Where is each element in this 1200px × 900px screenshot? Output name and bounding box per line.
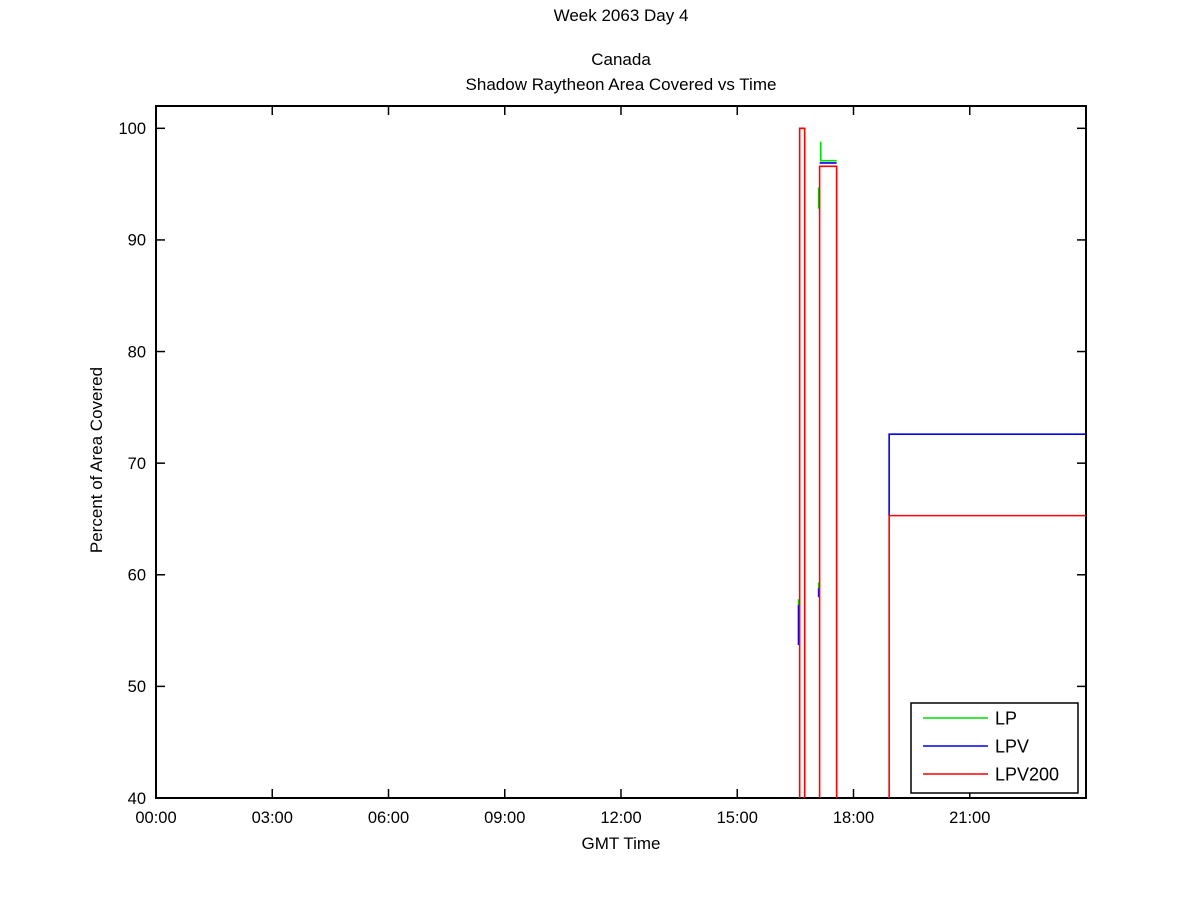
legend: LP LPV LPV200 xyxy=(910,702,1079,794)
series-LPV200-segment xyxy=(818,165,838,798)
y-tick-label: 100 xyxy=(118,120,146,138)
x-tick-label: 15:00 xyxy=(717,809,758,827)
y-tick-label: 40 xyxy=(128,790,146,808)
y-axis-label: Percent of Area Covered xyxy=(87,366,106,554)
legend-label-LPV: LPV xyxy=(995,736,1029,756)
x-tick-label: 06:00 xyxy=(368,809,409,827)
chart-title-line-2: Shadow Raytheon Area Covered vs Time xyxy=(465,75,777,94)
legend-label-LPV200: LPV200 xyxy=(995,764,1059,784)
axis-tick-labels: 00:00 03:00 06:00 09:00 12:00 15:00 18:00 21:00… xyxy=(118,120,990,827)
y-tick-label: 80 xyxy=(128,343,146,361)
series-LPV-segment xyxy=(888,433,1086,516)
series-LPV xyxy=(797,162,1086,646)
x-tick-label: 09:00 xyxy=(484,809,525,827)
y-tick-label: 90 xyxy=(128,232,146,250)
series-LP-segment xyxy=(819,141,837,162)
x-tick-label: 03:00 xyxy=(252,809,293,827)
x-axis-label: GMT Time xyxy=(581,834,661,853)
chart-suptitle: Week 2063 Day 4 xyxy=(553,6,689,25)
series-LPV200-segment xyxy=(888,514,1086,798)
y-tick-label: 50 xyxy=(128,678,146,696)
x-tick-label: 00:00 xyxy=(135,809,176,827)
y-tick-label: 70 xyxy=(128,455,146,473)
series-LPV200-segment xyxy=(798,127,806,798)
series-LP xyxy=(797,141,837,605)
x-tick-label: 21:00 xyxy=(949,809,990,827)
legend-label-LP: LP xyxy=(995,708,1017,728)
chart-title-line-1: Canada xyxy=(591,50,651,69)
axis-box xyxy=(155,105,1087,799)
y-tick-label: 60 xyxy=(128,567,146,585)
axis-ticks xyxy=(155,107,1085,799)
x-tick-label: 12:00 xyxy=(600,809,641,827)
x-tick-label: 18:00 xyxy=(833,809,874,827)
series-LPV200 xyxy=(798,127,1086,798)
